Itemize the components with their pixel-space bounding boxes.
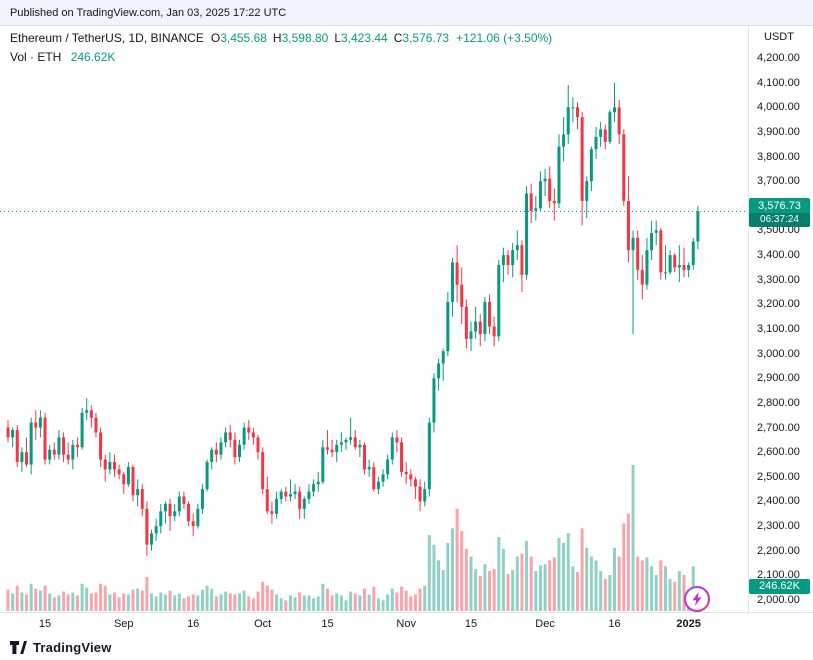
price-axis-label: 4,100.00 <box>757 76 800 89</box>
tradingview-logo-icon[interactable] <box>10 640 27 655</box>
price-axis-label: 2,600.00 <box>757 446 800 459</box>
tradingview-brand[interactable]: TradingView <box>33 639 112 655</box>
last-price: 3,576.73 <box>749 197 810 213</box>
time-axis-label: Sep <box>113 618 134 630</box>
price-axis-label: 3,500.00 <box>757 224 800 237</box>
time-axis-label: 15 <box>321 618 334 630</box>
price-axis-label: 2,100.00 <box>757 569 800 582</box>
ohlc-legend-row: Ethereum / TetherUS, 1D, BINANCE O3,455.… <box>10 31 552 45</box>
time-axis-label: Nov <box>396 618 416 630</box>
price-axis-label: 3,400.00 <box>757 249 800 262</box>
price-axis-label: 2,000.00 <box>757 594 800 606</box>
symbol-title[interactable]: Ethereum / TetherUS, 1D, BINANCE <box>10 31 204 45</box>
price-axis-label: 4,000.00 <box>757 101 800 114</box>
price-axis-currency[interactable]: USDT <box>764 31 794 43</box>
published-banner: Published on TradingView.com, Jan 03, 20… <box>0 0 813 26</box>
time-axis-label: Oct <box>254 618 272 630</box>
price-axis-label: 2,300.00 <box>757 520 800 533</box>
symbol-legend: Ethereum / TetherUS, 1D, BINANCE O3,455.… <box>10 31 552 64</box>
close-value: C3,576.73 <box>393 31 450 45</box>
time-axis-label: 15 <box>464 618 478 630</box>
time-axis-label: 15 <box>38 618 52 630</box>
bar-close-countdown: 06:37:24 <box>749 212 810 227</box>
price-axis-label: 2,500.00 <box>757 470 800 483</box>
volume-legend-row: Vol · ETH 246.62K <box>10 50 552 64</box>
price-axis-label: 3,200.00 <box>757 298 800 311</box>
open-value: O3,455.68 <box>210 31 267 45</box>
price-axis-label: 4,200.00 <box>757 52 800 64</box>
price-axis-label: 2,900.00 <box>757 372 800 385</box>
time-axis-label: 16 <box>608 618 621 630</box>
published-text: Published on TradingView.com, Jan 03, 20… <box>10 6 287 19</box>
price-change: +121.06 (+3.50%) <box>456 31 553 45</box>
time-axis-label: Dec <box>535 618 555 630</box>
footer: TradingView <box>10 638 112 656</box>
volume-value: 246.62K <box>70 50 116 64</box>
price-axis-label: 2,200.00 <box>757 544 800 557</box>
last-price-badge: 3,576.73 06:37:24 <box>749 197 810 227</box>
high-value: H3,598.80 <box>272 31 329 45</box>
price-axis-label: 3,000.00 <box>757 347 800 360</box>
price-axis-label: 2,700.00 <box>757 421 800 434</box>
lightning-icon <box>684 586 710 612</box>
low-value: L3,423.44 <box>334 31 388 45</box>
price-axis-label: 3,900.00 <box>757 125 800 138</box>
time-axis-label: 2025 <box>676 618 701 630</box>
volume-badge: 246.62K <box>749 579 810 595</box>
boost-button[interactable] <box>683 585 711 613</box>
price-axis-label: 3,100.00 <box>757 323 800 335</box>
price-axis-label: 3,300.00 <box>757 273 800 286</box>
time-axis-label: 16 <box>187 618 200 630</box>
price-axis-label: 2,400.00 <box>757 495 800 508</box>
price-axis-label: 3,800.00 <box>757 150 800 163</box>
price-axis-label: 2,800.00 <box>757 396 800 409</box>
price-axis-label: 3,700.00 <box>757 175 800 188</box>
volume-label[interactable]: Vol · ETH <box>10 50 62 64</box>
